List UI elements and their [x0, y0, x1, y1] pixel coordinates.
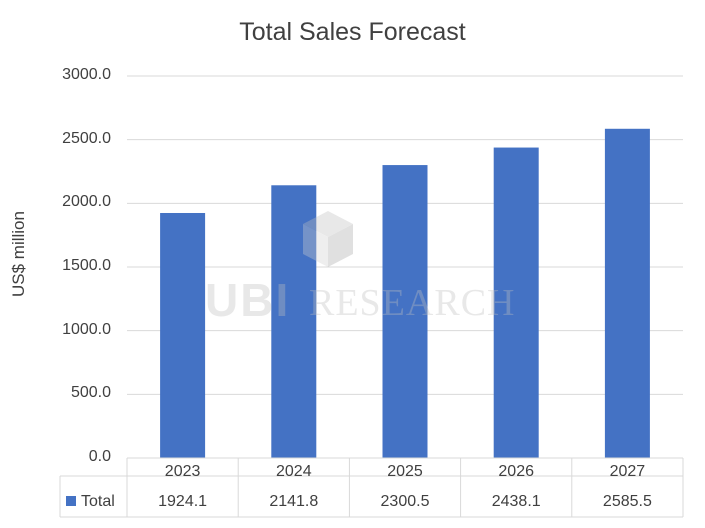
bars — [160, 128, 650, 459]
y-tick-label: 2000.0 — [62, 193, 111, 211]
legend-swatch — [66, 496, 76, 506]
category-label: 2026 — [498, 463, 534, 480]
bar-2025 — [382, 165, 428, 458]
data-table-value: 2141.8 — [269, 493, 319, 510]
data-table-value: 1924.1 — [158, 493, 208, 510]
category-label: 2023 — [164, 463, 201, 480]
data-table-value: 2438.1 — [491, 493, 541, 510]
y-axis-label: US$ million — [9, 211, 28, 297]
y-tick-label: 1500.0 — [62, 257, 111, 274]
bar-2026 — [493, 147, 539, 459]
legend-entry: Total — [66, 493, 115, 511]
category-label: 2024 — [276, 463, 312, 480]
watermark-text: RESEARCH — [309, 282, 516, 324]
category-label: 2027 — [609, 463, 646, 480]
legend-label: Total — [81, 493, 115, 510]
data-table-value: 2585.5 — [602, 493, 652, 510]
watermark-logo: UBI — [205, 274, 291, 326]
y-tick-label: 1000.0 — [62, 320, 111, 338]
chart-title: Total Sales Forecast — [239, 18, 466, 46]
watermark: UBI RESEARCH — [205, 207, 514, 327]
category-label: 2025 — [387, 463, 423, 480]
bar-2027 — [604, 128, 650, 458]
data-table-lines — [59, 457, 684, 518]
y-tick-label: 3000.0 — [62, 66, 111, 83]
y-tick-label: 500.0 — [70, 384, 111, 402]
y-tick-label: 0.0 — [88, 448, 111, 465]
data-table-value: 2300.5 — [380, 493, 430, 510]
y-tick-label: 2500.0 — [62, 129, 111, 147]
bar-2024 — [271, 185, 317, 458]
bar-2023 — [160, 212, 206, 458]
watermark-cube-icon — [303, 211, 353, 267]
